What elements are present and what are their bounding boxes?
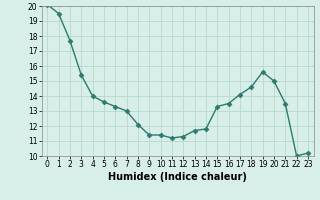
X-axis label: Humidex (Indice chaleur): Humidex (Indice chaleur) <box>108 172 247 182</box>
